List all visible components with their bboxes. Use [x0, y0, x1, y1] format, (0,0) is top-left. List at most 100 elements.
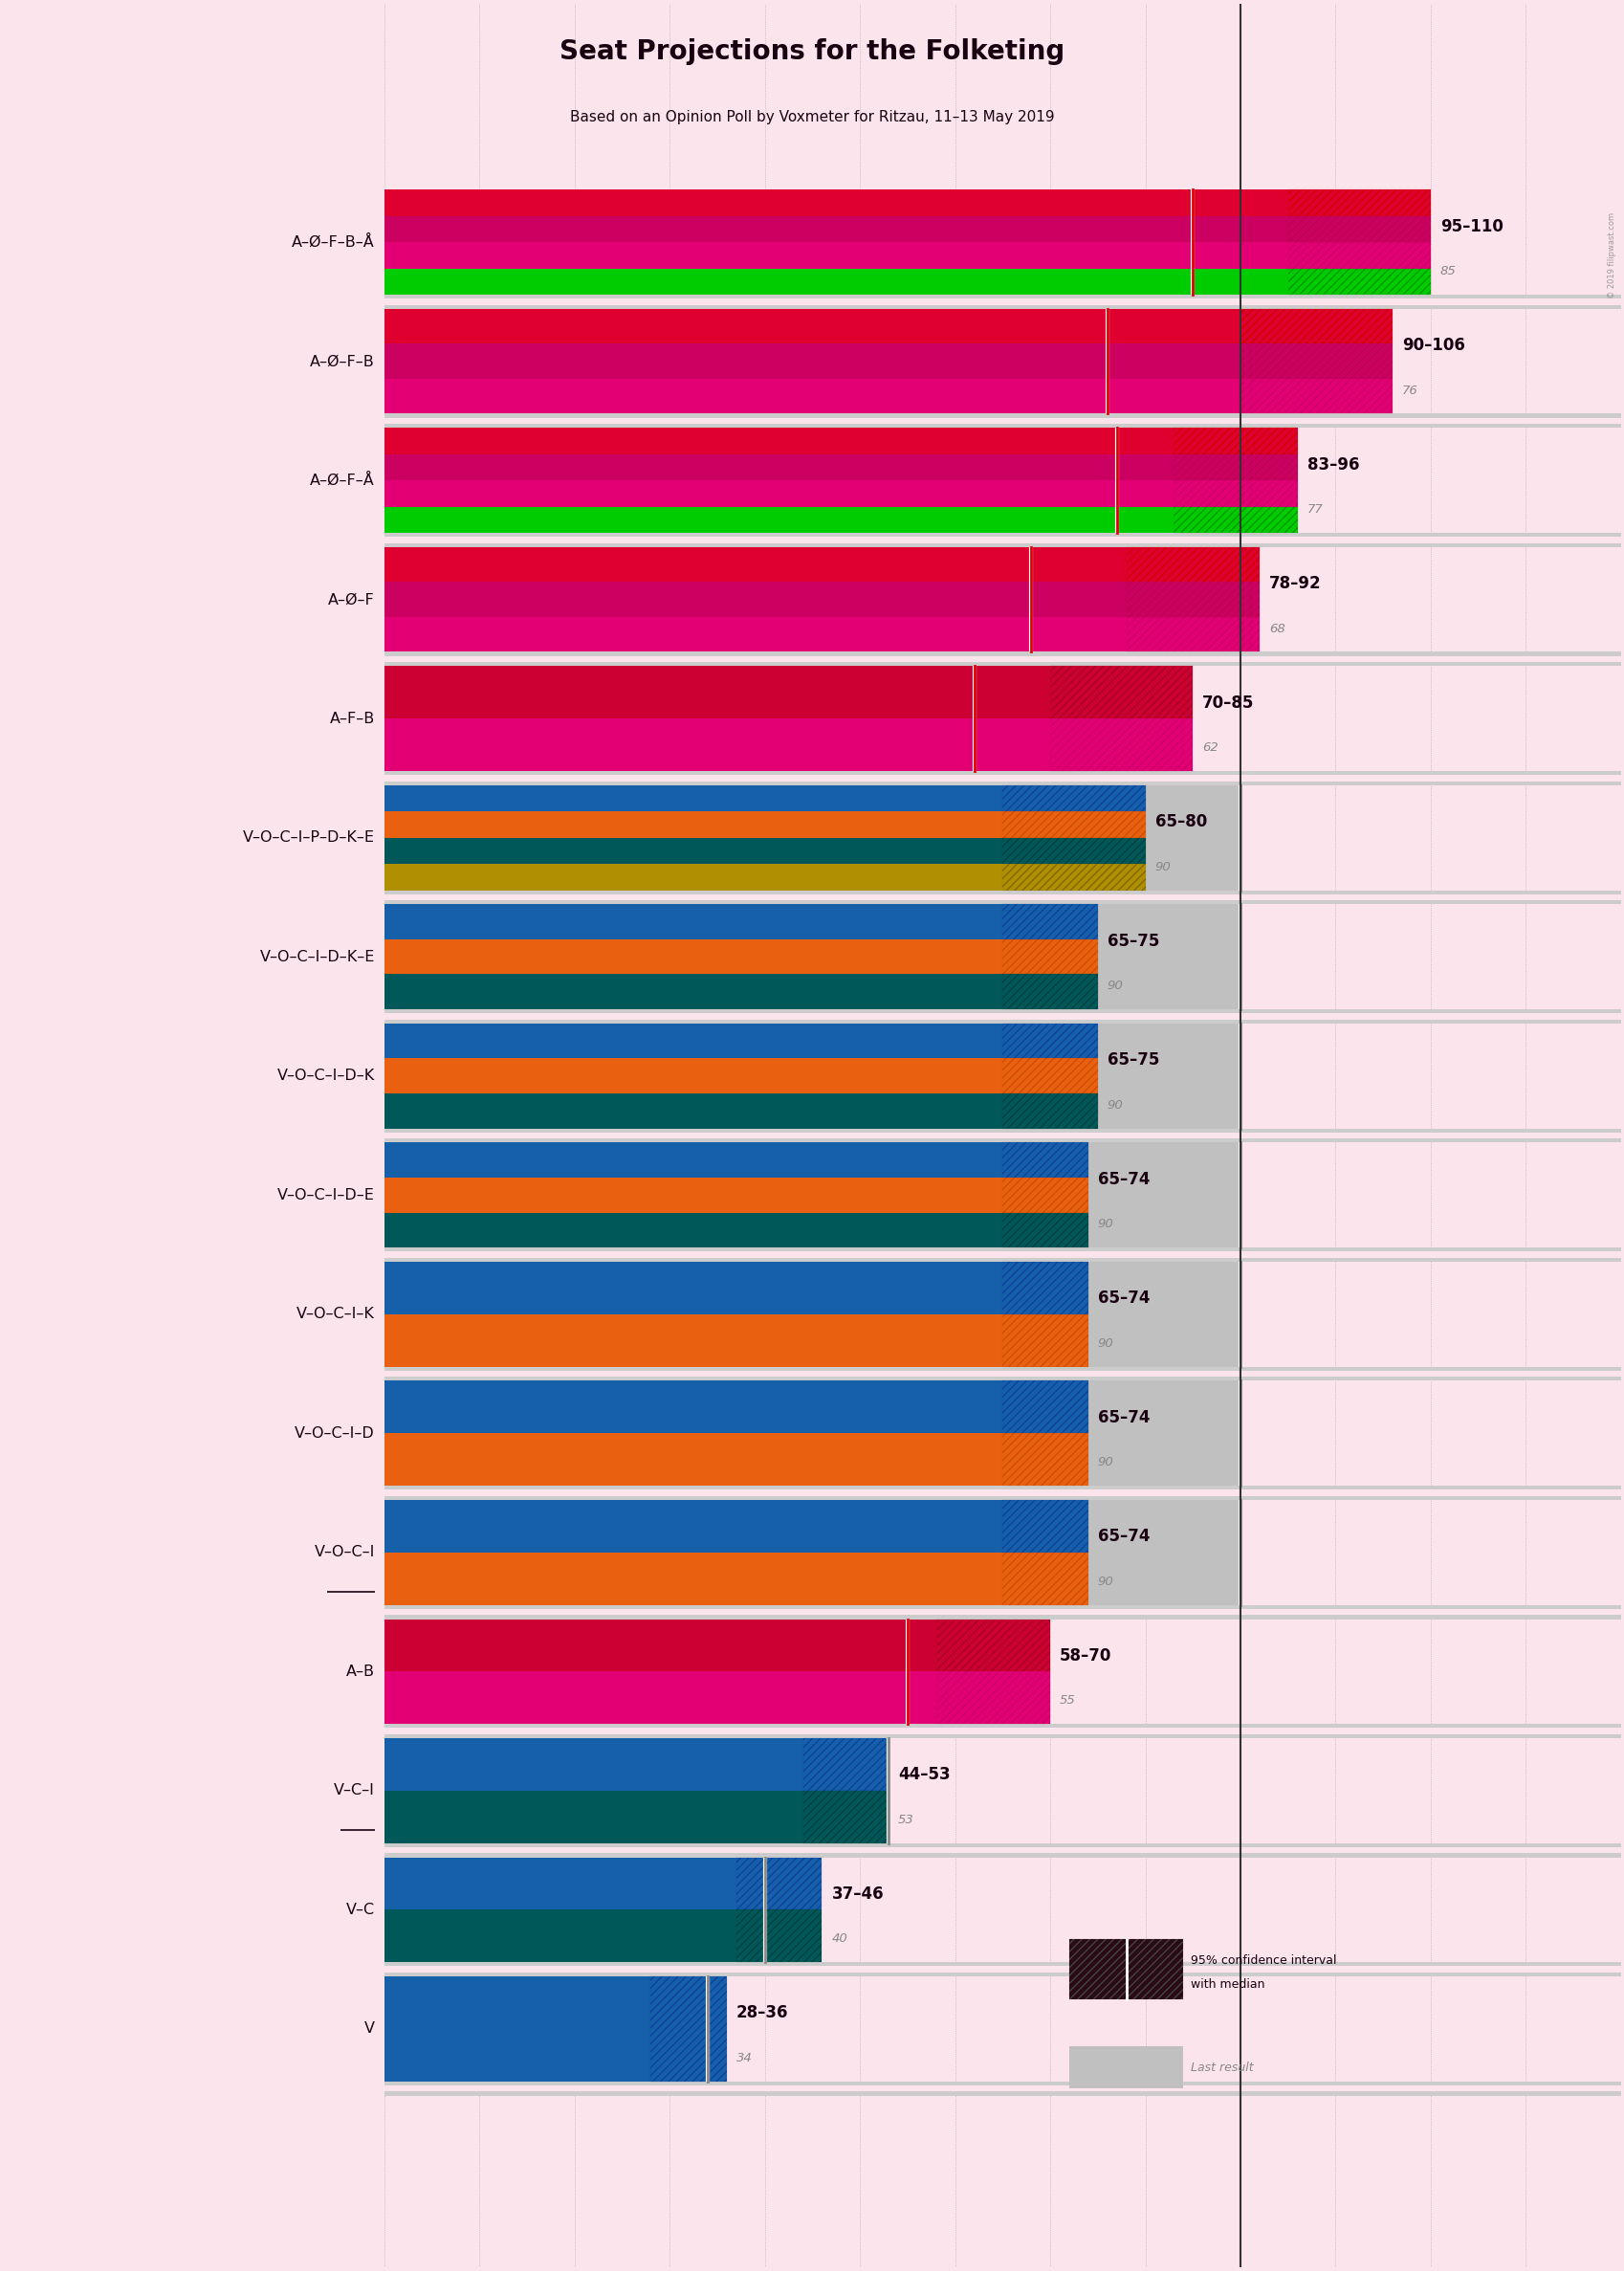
Bar	[1049, 718, 1192, 772]
Bar	[650, 1976, 726, 2080]
Text: 77: 77	[1306, 504, 1322, 516]
Bar	[1239, 379, 1392, 413]
Bar	[1002, 1499, 1088, 1553]
Bar	[1288, 216, 1429, 243]
Bar	[385, 309, 1239, 343]
Bar	[385, 2080, 1621, 2096]
Bar	[385, 786, 1239, 890]
Bar	[385, 413, 1621, 427]
Bar	[1002, 1433, 1088, 1485]
Bar	[385, 1485, 1621, 1499]
Bar	[385, 1008, 1621, 1024]
Bar	[736, 1910, 822, 1962]
Bar	[385, 298, 1621, 304]
Text: V–C: V–C	[346, 1903, 375, 1917]
Bar	[1239, 309, 1392, 343]
Bar	[1002, 1381, 1088, 1433]
Bar	[802, 1737, 888, 1790]
Bar	[385, 191, 1192, 295]
Bar	[385, 1381, 1002, 1433]
Bar	[1002, 1179, 1088, 1213]
Bar	[385, 1024, 1239, 1129]
Bar	[385, 309, 1106, 413]
Bar	[1002, 863, 1145, 890]
Bar	[385, 1499, 1002, 1553]
Bar	[1125, 547, 1259, 581]
Bar	[385, 581, 1125, 618]
Bar	[385, 1247, 1621, 1263]
Bar	[1002, 904, 1098, 940]
Bar	[1049, 665, 1192, 718]
Bar	[1069, 1939, 1182, 1998]
Bar	[385, 904, 1239, 1008]
Bar	[385, 1133, 1621, 1138]
Bar	[1002, 811, 1145, 838]
Text: A–F–B: A–F–B	[330, 711, 375, 727]
Bar	[1002, 1142, 1088, 1179]
Bar	[1125, 547, 1259, 581]
Bar	[1173, 427, 1298, 454]
Bar	[385, 656, 1621, 663]
Bar	[385, 216, 1288, 243]
Bar	[385, 1671, 935, 1724]
Bar	[1002, 1179, 1088, 1213]
Bar	[385, 506, 1173, 534]
Bar	[1002, 1092, 1098, 1129]
Text: V–O–C–I–D: V–O–C–I–D	[294, 1426, 375, 1440]
Bar	[385, 665, 1049, 718]
Bar	[385, 786, 1002, 811]
Bar	[385, 1553, 1002, 1606]
Bar	[385, 718, 1049, 772]
Text: 90: 90	[1098, 1338, 1112, 1349]
Bar	[385, 1737, 802, 1790]
Bar	[1002, 1058, 1098, 1092]
Bar	[385, 1606, 1621, 1619]
Bar	[385, 295, 1621, 309]
Bar	[385, 1724, 1621, 1737]
Bar	[385, 1728, 1621, 1735]
Bar	[1002, 1263, 1088, 1315]
Bar	[1288, 268, 1429, 295]
Bar	[385, 1962, 1621, 1976]
Bar	[1125, 581, 1259, 618]
Bar	[385, 418, 1621, 425]
Bar	[736, 1858, 822, 1910]
Bar	[385, 890, 1621, 904]
Bar	[1002, 838, 1145, 863]
Bar	[385, 1858, 736, 1910]
Bar	[1049, 718, 1192, 772]
Bar	[385, 838, 1002, 863]
Bar	[385, 1129, 1621, 1142]
Bar	[385, 1142, 1239, 1247]
Text: 65–75: 65–75	[1106, 933, 1158, 949]
Bar	[385, 1858, 765, 1962]
Text: A–Ø–F: A–Ø–F	[328, 593, 375, 606]
Bar	[1002, 1092, 1098, 1129]
Bar	[1288, 243, 1429, 268]
Text: V–O–C–I–D–K–E: V–O–C–I–D–K–E	[260, 949, 375, 963]
Bar	[385, 811, 1002, 838]
Bar	[1002, 811, 1145, 838]
Bar	[385, 1976, 650, 2080]
Text: A–Ø–F–Å: A–Ø–F–Å	[310, 472, 375, 488]
Text: 90–106: 90–106	[1402, 336, 1465, 354]
Text: 65–80: 65–80	[1155, 813, 1207, 831]
Bar	[1002, 940, 1098, 974]
Bar	[1239, 343, 1392, 379]
Bar	[802, 1737, 888, 1790]
Text: Based on an Opinion Poll by Voxmeter for Ritzau, 11–13 May 2019: Based on an Opinion Poll by Voxmeter for…	[570, 109, 1054, 125]
Bar	[1173, 506, 1298, 534]
Text: 90: 90	[1106, 981, 1122, 992]
Bar	[1002, 1553, 1088, 1606]
Bar	[385, 1058, 1002, 1092]
Bar	[935, 1671, 1049, 1724]
Bar	[385, 1844, 1621, 1858]
Bar	[385, 1213, 1002, 1247]
Text: Last result: Last result	[1190, 2062, 1254, 2073]
Bar	[1002, 786, 1145, 811]
Bar	[385, 940, 1002, 974]
Bar	[385, 618, 1125, 652]
Bar	[1173, 481, 1298, 506]
Text: 95% confidence interval: 95% confidence interval	[1190, 1953, 1337, 1967]
Bar	[1002, 1213, 1088, 1247]
